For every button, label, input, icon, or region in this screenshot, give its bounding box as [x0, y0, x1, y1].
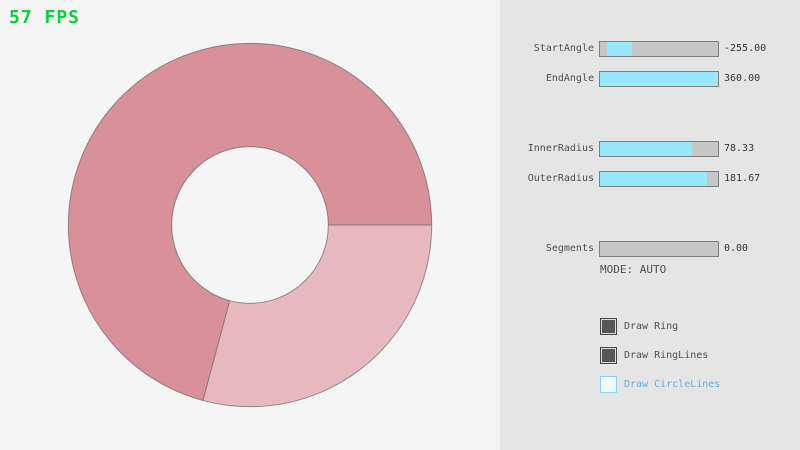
- slider-endangle[interactable]: [599, 71, 719, 87]
- slider-segments[interactable]: [599, 241, 719, 257]
- side-panel: StartAngle -255.00 EndAngle 360.00 Inner…: [500, 0, 800, 450]
- slider-fill: [600, 172, 708, 186]
- ring-edge-line: [202, 300, 231, 401]
- checkbox-label: Draw Ring: [624, 321, 679, 332]
- slider-row-endangle: EndAngle 360.00: [500, 70, 800, 88]
- checkbox-box[interactable]: [600, 318, 617, 335]
- slider-value-endangle: 360.00: [724, 73, 761, 84]
- slider-fill: [600, 72, 718, 86]
- slider-label-outerradius: OuterRadius: [527, 173, 594, 184]
- fps-counter: 57 FPS: [9, 7, 81, 28]
- segments-mode-label: MODE: AUTO: [600, 263, 667, 276]
- slider-row-innerradius: InnerRadius 78.33: [500, 140, 800, 158]
- checkbox-label: Draw CircleLines: [624, 379, 721, 390]
- checkbox-box[interactable]: [600, 376, 617, 393]
- slider-value-startangle: -255.00: [724, 43, 767, 54]
- ring-inner-outline: [171, 146, 329, 304]
- slider-row-outerradius: OuterRadius 181.67: [500, 170, 800, 188]
- ring-sector-dark: [68, 43, 432, 401]
- slider-row-startangle: StartAngle -255.00: [500, 40, 800, 58]
- checkbox-draw-ring[interactable]: Draw Ring: [600, 318, 800, 335]
- checkbox-draw-circlelines[interactable]: Draw CircleLines: [600, 376, 800, 393]
- ring-canvas: [67, 42, 433, 408]
- slider-label-startangle: StartAngle: [533, 43, 594, 54]
- slider-label-endangle: EndAngle: [545, 73, 594, 84]
- ring-sector-light: [202, 225, 432, 407]
- slider-label-innerradius: InnerRadius: [527, 143, 594, 154]
- slider-value-innerradius: 78.33: [724, 143, 755, 154]
- checkbox-draw-ringlines[interactable]: Draw RingLines: [600, 347, 800, 364]
- slider-fill: [600, 142, 693, 156]
- slider-fill: [607, 42, 632, 56]
- checkbox-label: Draw RingLines: [624, 350, 709, 361]
- slider-value-outerradius: 181.67: [724, 173, 761, 184]
- slider-row-segments: Segments 0.00: [500, 240, 800, 258]
- slider-label-segments: Segments: [545, 243, 594, 254]
- slider-outerradius[interactable]: [599, 171, 719, 187]
- checkbox-box[interactable]: [600, 347, 617, 364]
- slider-innerradius[interactable]: [599, 141, 719, 157]
- slider-startangle[interactable]: [599, 41, 719, 57]
- slider-value-segments: 0.00: [724, 243, 749, 254]
